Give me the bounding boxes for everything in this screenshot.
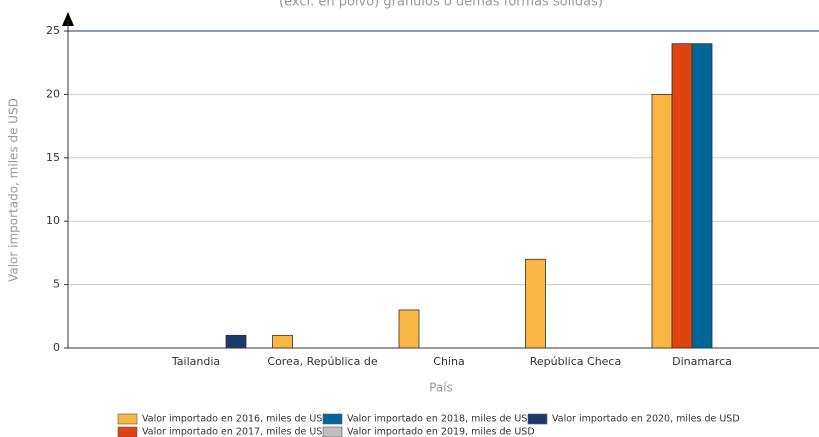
chart-title: (excl. en polvo) gránulos o demás formas…	[279, 0, 603, 10]
y-tick-label: 25	[46, 24, 60, 37]
bar	[671, 43, 693, 349]
y-tick-label: 10	[46, 214, 60, 227]
y-tick-label: 0	[53, 341, 60, 354]
legend-label: Valor importado en 2018, miles de USD	[347, 414, 535, 425]
y-tick-label: 20	[46, 87, 60, 100]
x-tick-label: República Checa	[530, 355, 621, 368]
bar	[225, 334, 247, 349]
bar	[525, 258, 546, 349]
bar	[651, 94, 673, 349]
x-tick-label: China	[433, 355, 464, 368]
y-axis-label: Valor importado, miles de USD	[7, 98, 21, 282]
legend-swatch	[527, 413, 548, 425]
legend-label: Valor importado en 2020, miles de USD	[552, 414, 740, 425]
legend-swatch	[322, 413, 343, 425]
y-tick-label: 5	[53, 278, 60, 291]
bar	[691, 43, 713, 349]
axis-arrow	[62, 12, 74, 26]
legend-swatch	[322, 426, 343, 437]
x-tick-label: Corea, República de	[267, 355, 377, 368]
legend-label: Valor importado en 2017, miles de USD	[142, 427, 330, 437]
legend-swatch	[117, 426, 138, 437]
x-axis-label: País	[429, 381, 453, 395]
legend-swatch	[117, 413, 138, 425]
x-tick-label: Dinamarca	[672, 355, 732, 368]
x-tick-label: Tailandia	[171, 355, 220, 368]
legend-label: Valor importado en 2016, miles de USD	[142, 414, 330, 425]
bar	[398, 309, 420, 349]
y-tick-label: 15	[46, 151, 60, 164]
legend-label: Valor importado en 2019, miles de USD	[347, 427, 535, 437]
bar	[272, 334, 293, 349]
